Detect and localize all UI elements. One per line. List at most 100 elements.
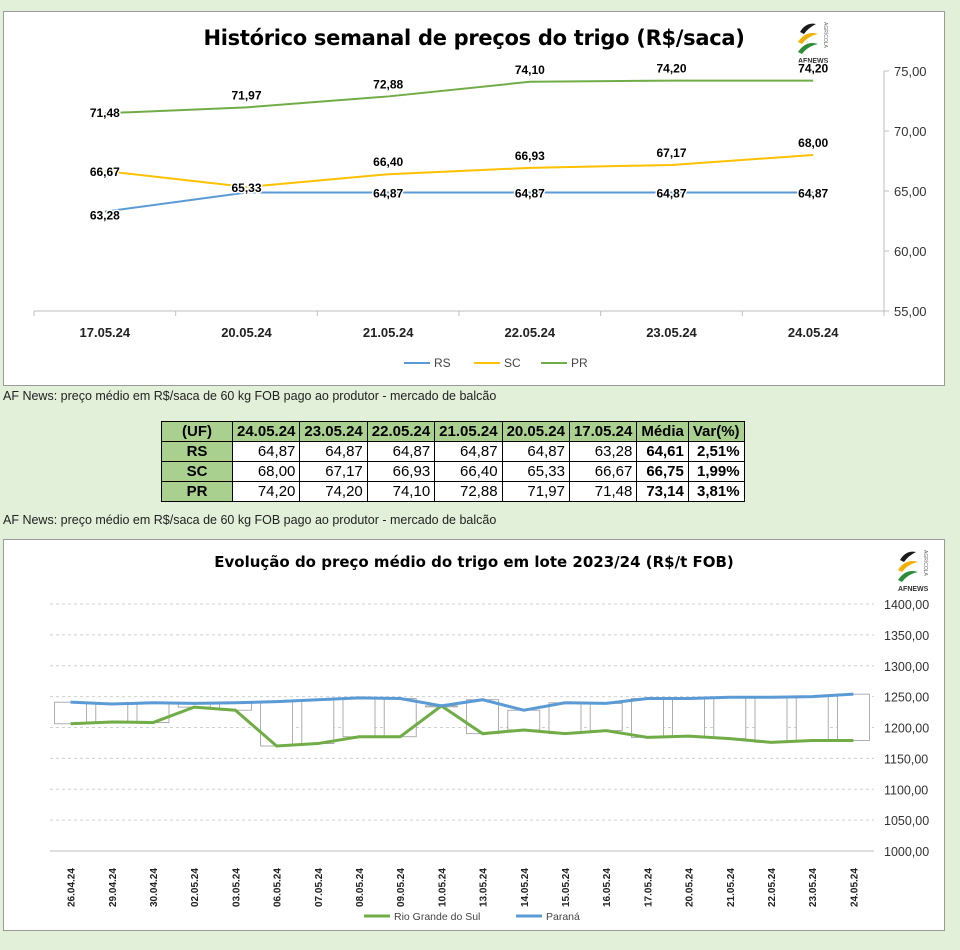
hilo-bar [507,709,541,731]
hilo-bar [713,696,747,740]
y-tick-label: 60,00 [894,244,927,259]
variation-cell: 1,99% [687,461,745,482]
x-tick-label: 02.05.24 [190,868,201,907]
x-tick-label: 20.05.24 [221,325,272,340]
state-cell: PR [161,481,233,502]
weekly-price-chart: Histórico semanal de preços do trigo (R$… [3,11,945,386]
column-header: 24.05.24 [231,421,301,442]
data-label: 74,20 [798,62,828,76]
data-label: 64,87 [798,187,828,201]
hilo-bar [466,699,500,735]
x-tick-label: 06.05.24 [273,868,284,907]
y-tick-label: 1300,00 [884,660,929,674]
y-tick-label: 70,00 [894,124,927,139]
hilo-bar [754,696,788,743]
column-header: 22.05.24 [366,421,436,442]
hilo-bar [383,698,417,738]
column-header: 21.05.24 [434,421,503,442]
price-cell: 66,93 [366,461,436,482]
column-header: Var(%) [687,421,745,442]
data-label: 71,97 [231,88,261,102]
table-row: PR 74,20 74,20 74,10 72,88 71,97 71,48 7… [161,481,745,502]
hilo-bar [795,696,829,741]
data-label: 66,67 [90,165,120,179]
afnews-logo: AFNEWS AGRÍCOLA [798,22,829,65]
y-tick-label: 1250,00 [884,691,929,705]
svg-text:AGRÍCOLA: AGRÍCOLA [922,550,929,577]
table-row: RS 64,87 64,87 64,87 64,87 64,87 63,28 6… [161,441,745,462]
chart-title: Histórico semanal de preços do trigo (R$… [203,26,745,50]
y-tick-label: 1100,00 [884,783,928,797]
x-tick-label: 15.05.24 [561,868,572,907]
data-label: 74,10 [515,63,545,77]
x-tick-label: 21.05.24 [726,868,737,907]
y-tick-label: 55,00 [894,304,927,319]
x-tick-label: 30.04.24 [149,868,160,907]
price-cell: 71,97 [501,481,570,502]
price-cell: 74,10 [366,481,436,502]
price-cell: 66,67 [568,461,638,482]
x-tick-label: 21.05.24 [363,325,414,340]
column-header: 17.05.24 [568,421,638,442]
hilo-bar [837,693,870,741]
data-label: 74,20 [656,62,686,76]
price-cell: 65,33 [501,461,570,482]
price-cell: 71,48 [568,481,638,502]
x-tick-label: 26.04.24 [67,868,78,907]
x-tick-label: 16.05.24 [602,868,613,907]
legend-label: Rio Grande do Sul [394,911,480,923]
state-cell: SC [161,461,233,482]
y-tick-label: 65,00 [894,184,927,199]
data-label: 68,00 [798,136,828,150]
afnews-logo: AFNEWS AGRÍCOLA [898,550,929,593]
weekly-line-plot: 55,00 60,00 65,00 70,00 75,00 17.05.24 20.05.2… [33,60,927,370]
hilo-bar [631,698,664,738]
price-cell: 74,20 [299,481,368,502]
hilo-bar [548,702,582,735]
x-tick-label: 20.05.24 [685,868,696,907]
series-line-rs [104,191,814,213]
column-header: Média [636,421,689,442]
x-tick-label: 17.05.24 [80,325,131,340]
average-cell: 64,61 [636,441,689,462]
y-tick-label: 1000,00 [884,845,929,859]
x-tick-label: 22.05.24 [767,868,778,907]
data-label: 64,87 [656,187,686,201]
table-header-row: (UF) 24.05.24 23.05.24 22.05.24 21.05.24… [161,421,745,442]
price-cell: 64,87 [434,441,503,462]
data-label: 66,40 [373,155,403,169]
data-label: 71,48 [90,106,120,120]
x-tick-label: 03.05.24 [231,868,242,907]
data-label: 72,88 [373,77,403,91]
data-label: 67,17 [656,146,686,160]
x-tick-label: 14.05.24 [520,868,531,907]
x-tick-label: 23.05.24 [646,325,697,340]
svg-text:AFNEWS: AFNEWS [898,586,929,593]
x-tick-label: 07.05.24 [314,868,325,907]
price-cell: 64,87 [366,441,436,462]
price-cell: 63,28 [568,441,638,462]
data-label: 64,87 [515,187,545,201]
x-tick-label: 22.05.24 [505,325,556,340]
svg-text:AFNEWS: AFNEWS [798,58,829,65]
price-cell: 74,20 [231,481,301,502]
price-cell: 72,88 [434,481,503,502]
average-cell: 66,75 [636,461,689,482]
x-tick-label: 09.05.24 [396,868,407,907]
y-tick-label: 1350,00 [884,629,929,643]
source-note: AF News: preço médio em R$/saca de 60 kg… [3,389,497,403]
price-cell: 66,40 [434,461,503,482]
price-cell: 64,87 [501,441,570,462]
variation-cell: 2,51% [687,441,745,462]
x-tick-label: 24.05.24 [849,868,860,907]
hilo-bar [301,699,335,744]
chart-title: Evolução do preço médio do trigo em lote… [214,553,734,571]
legend-label: PR [571,356,588,370]
price-cell: 64,87 [299,441,368,462]
x-tick-label: 29.04.24 [108,868,119,907]
hilo-bar [260,701,294,747]
x-tick-label: 17.05.24 [643,868,654,907]
series-line [70,692,854,712]
y-tick-label: 1050,00 [884,814,929,828]
column-header: 20.05.24 [501,421,570,442]
